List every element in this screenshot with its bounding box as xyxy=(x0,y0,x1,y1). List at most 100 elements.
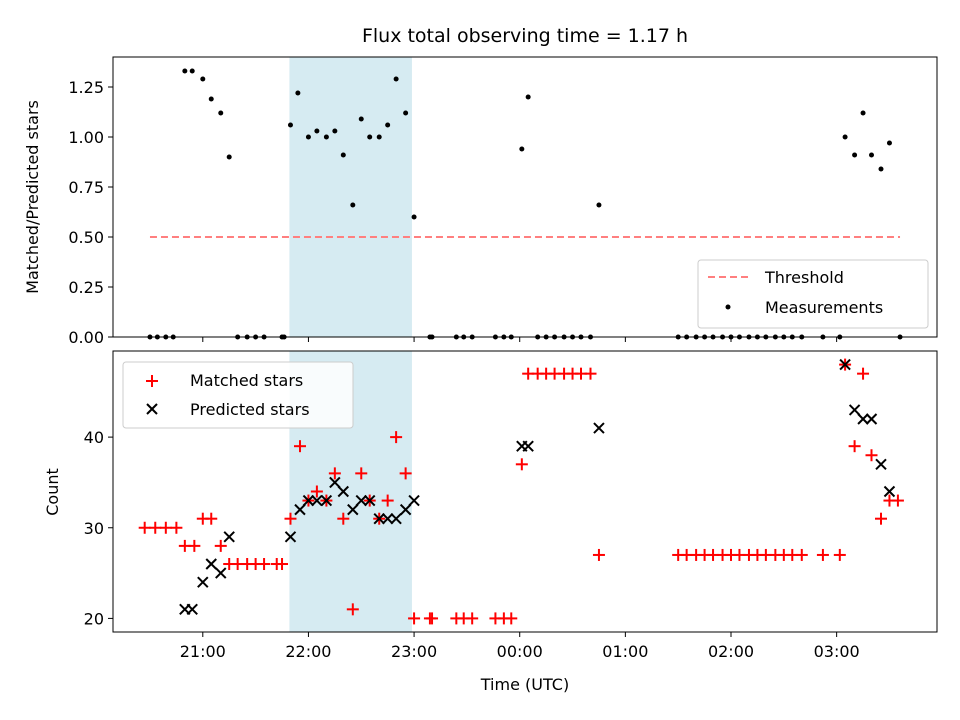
top-panel: 0.00 0.25 0.50 0.75 1.00 1.25 Matched/Predict… xyxy=(23,56,938,347)
matched-star-marker xyxy=(310,485,323,498)
measurement-point xyxy=(411,214,417,220)
chart-title: Flux total observing time = 1.17 h xyxy=(362,25,688,47)
predicted-star-marker xyxy=(522,440,534,452)
matched-star-marker xyxy=(891,494,904,507)
top-legend: Threshold Measurements xyxy=(697,259,929,329)
matched-star-marker xyxy=(426,612,439,625)
measurement-point xyxy=(200,76,206,82)
measurement-point xyxy=(525,94,531,100)
matched-star-marker xyxy=(857,367,870,380)
legend-predicted-label: Predicted stars xyxy=(190,400,310,419)
predicted-star-marker xyxy=(364,494,376,507)
matched-star-marker xyxy=(355,467,368,480)
measurement-point xyxy=(878,166,884,172)
top-legend-box xyxy=(697,259,929,329)
top-y-tick-label: 0.50 xyxy=(68,228,104,247)
predicted-star-marker xyxy=(373,512,385,525)
measurement-point xyxy=(323,134,329,140)
matched-star-marker xyxy=(328,467,341,480)
measurement-point xyxy=(226,154,232,160)
measurement-point xyxy=(385,122,391,128)
predicted-star-marker xyxy=(390,512,402,525)
matched-star-marker xyxy=(848,440,861,453)
top-y-tick-label: 1.25 xyxy=(68,78,104,97)
bottom-y-tick-label: 30 xyxy=(84,519,104,538)
legend-matched-swatch xyxy=(146,375,158,387)
matched-star-marker xyxy=(293,440,306,453)
matched-star-marker xyxy=(170,521,183,534)
measurement-point xyxy=(295,90,301,96)
measurement-point xyxy=(305,134,311,140)
predicted-star-marker xyxy=(337,485,350,498)
predicted-star-marker xyxy=(857,413,869,425)
x-tick-label: 01:00 xyxy=(602,642,648,661)
predicted-star-markers xyxy=(179,358,896,616)
legend-matched-label: Matched stars xyxy=(190,371,303,390)
predicted-star-marker xyxy=(399,503,412,516)
legend-measurements-label: Measurements xyxy=(765,298,883,317)
predicted-star-marker xyxy=(848,404,861,416)
matched-star-marker xyxy=(865,449,878,462)
predicted-star-marker xyxy=(593,422,605,434)
matched-star-marker xyxy=(399,467,412,480)
measurement-point xyxy=(358,116,364,122)
matched-star-marker xyxy=(337,512,350,525)
predicted-star-marker xyxy=(294,503,306,516)
measurement-point xyxy=(208,96,214,102)
matched-star-marker xyxy=(138,521,151,534)
top-y-tick-label: 0.25 xyxy=(68,278,104,297)
predicted-star-marker xyxy=(381,512,394,525)
bottom-y-ticks: 20 30 40 xyxy=(84,428,113,628)
matched-star-marker xyxy=(346,603,359,616)
predicted-star-marker xyxy=(355,494,367,507)
measurement-point xyxy=(376,134,382,140)
predicted-star-marker xyxy=(329,476,341,489)
matched-star-marker xyxy=(159,521,172,534)
predicted-star-marker xyxy=(347,503,359,516)
predicted-star-marker xyxy=(223,531,235,543)
top-y-tick-label: 0.00 xyxy=(68,328,104,347)
matched-star-marker xyxy=(284,512,297,525)
matched-star-marker xyxy=(214,539,227,552)
predicted-star-marker xyxy=(284,531,297,543)
bottom-x-ticks: 21:00 22:00 23:00 00:00 01:00 02:00 03:00 xyxy=(180,632,860,661)
bottom-y-tick-label: 20 xyxy=(84,609,104,628)
legend-threshold-label: Threshold xyxy=(764,268,844,287)
matched-star-marker xyxy=(149,521,162,534)
predicted-star-marker xyxy=(205,558,217,570)
matched-star-markers xyxy=(138,358,904,625)
measurement-point xyxy=(393,76,399,82)
matched-star-marker xyxy=(408,612,421,625)
matched-star-marker xyxy=(381,494,394,507)
matched-star-marker xyxy=(795,548,808,561)
top-y-axis-label: Matched/Predicted stars xyxy=(23,100,42,294)
measurement-point xyxy=(869,152,875,158)
predicted-star-marker xyxy=(215,567,227,579)
matched-star-marker xyxy=(276,558,289,571)
measurement-point xyxy=(367,134,373,140)
measurement-point xyxy=(332,128,338,134)
matched-star-marker xyxy=(833,548,846,561)
predicted-star-marker xyxy=(875,458,887,471)
predicted-star-marker xyxy=(197,576,209,588)
x-tick-label: 02:00 xyxy=(708,642,754,661)
measurement-points xyxy=(147,68,903,340)
measurement-point xyxy=(182,68,188,74)
x-tick-label: 00:00 xyxy=(497,642,543,661)
measurement-point xyxy=(860,110,866,116)
top-highlight-span xyxy=(289,57,412,337)
measurement-point xyxy=(852,152,858,158)
measurement-point xyxy=(403,110,409,116)
top-y-tick-label: 1.00 xyxy=(68,128,104,147)
x-tick-label: 21:00 xyxy=(180,642,226,661)
matched-star-marker xyxy=(390,431,403,444)
matched-star-marker xyxy=(875,512,888,525)
matched-star-marker xyxy=(584,367,597,380)
predicted-star-marker xyxy=(311,494,323,507)
matched-star-marker xyxy=(515,458,528,471)
bottom-legend: Matched stars Predicted stars xyxy=(122,361,354,429)
top-y-tick-label: 0.75 xyxy=(68,178,104,197)
bottom-y-tick-label: 40 xyxy=(84,428,104,447)
x-tick-label: 22:00 xyxy=(285,642,331,661)
top-y-ticks: 0.00 0.25 0.50 0.75 1.00 1.25 xyxy=(68,78,113,347)
